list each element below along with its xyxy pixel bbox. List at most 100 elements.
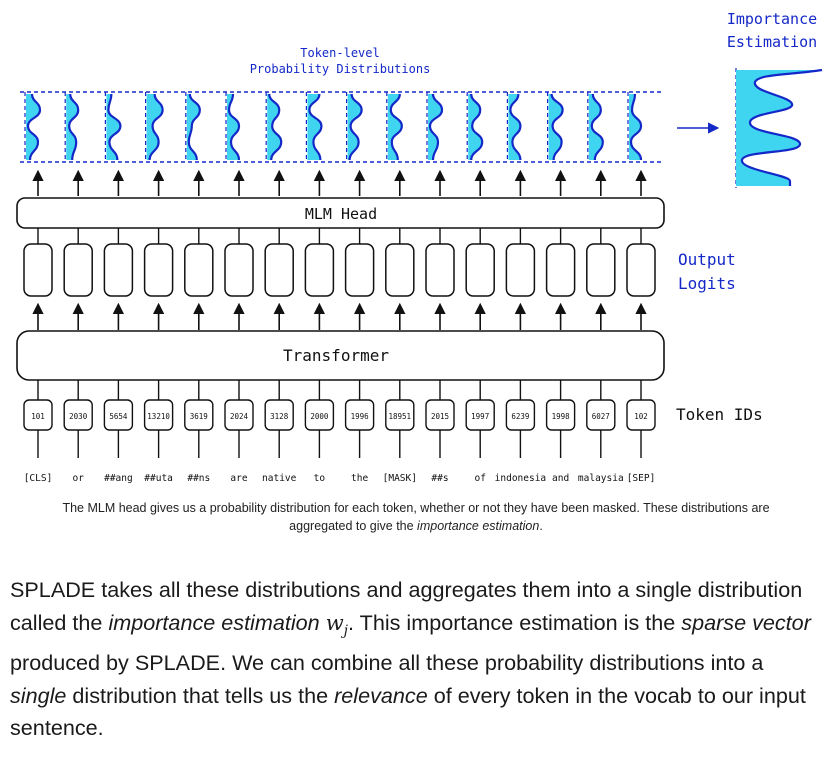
token-id-text: 2015 (431, 412, 449, 421)
token-text: and (552, 473, 569, 484)
token-text: ##ang (104, 473, 133, 484)
output-logits-group (23, 228, 656, 297)
distribution-fill (267, 94, 282, 160)
output-logits-label-line2: Logits (678, 274, 736, 293)
output-logits-label-line1: Output (678, 250, 736, 269)
para-part-2: . This importance estimation is the (348, 609, 682, 635)
token-level-title-line2: Probability Distributions (250, 62, 431, 76)
mlm-head-box (16, 197, 665, 229)
transformer-box (16, 330, 665, 381)
distribution-curve (107, 93, 122, 161)
output-logit-box (63, 243, 93, 297)
mlm-to-distribution-arrows (32, 169, 647, 196)
token-level-title-line1: Token-level (300, 46, 379, 60)
distribution-curve (509, 93, 522, 161)
token-id-text: 13210 (147, 412, 170, 421)
token-id-text: 1998 (552, 412, 571, 421)
distribution-fill (428, 94, 442, 160)
importance-distribution (735, 68, 823, 188)
distribution-fill (106, 94, 121, 160)
distribution-curve (470, 93, 484, 161)
transformer-to-logits-arrows (32, 302, 647, 330)
token-id-text: 6027 (592, 412, 610, 421)
output-logit-box (184, 243, 214, 297)
token-text: the (351, 473, 368, 484)
para-part-3: produced by SPLADE. We can combine all t… (10, 650, 764, 676)
token-text-group: [CLS] or ##ang ##uta ##ns are native to the [MASK… (24, 473, 656, 484)
distribution-group (24, 92, 643, 162)
token-id-text: 2000 (310, 412, 329, 421)
body-paragraph: SPLADE takes all these distributions and… (10, 574, 825, 745)
output-logit-box (224, 243, 254, 297)
splade-diagram: Token-level Probability Distributions Im… (16, 10, 823, 484)
token-text: are (230, 473, 247, 484)
distribution-curve (389, 93, 403, 161)
distribution-curve (68, 93, 80, 161)
distribution-curve (550, 93, 564, 161)
output-logit-box (586, 243, 616, 297)
distribution-fill (26, 94, 40, 160)
distribution-curve (428, 93, 444, 161)
token-id-text: 1996 (351, 412, 370, 421)
output-logit-box (626, 243, 656, 297)
figure-caption: The MLM head gives us a probability dist… (30, 499, 802, 535)
output-logit-box (304, 243, 335, 297)
token-text: [SEP] (627, 473, 656, 484)
distribution-fill (548, 94, 563, 160)
output-logit-box (465, 243, 495, 297)
token-text: indonesia (495, 473, 546, 484)
output-logit-box (344, 243, 375, 297)
token-id-text: 2030 (69, 412, 88, 421)
para-part-1: SPLADE takes all these distributions and… (10, 577, 803, 635)
distribution-curve (268, 93, 283, 161)
para-part-5: of every token in the vocab to our input… (10, 682, 806, 741)
token-text: to (314, 473, 326, 484)
token-id-text: 102 (634, 412, 648, 421)
para-emph-relevance: relevance (334, 682, 428, 708)
token-id-text: 3128 (270, 412, 289, 421)
distribution-curve (148, 93, 164, 161)
token-id-text: 2024 (230, 412, 249, 421)
token-id-text: 101 (31, 412, 45, 421)
token-text: ##s (431, 473, 448, 484)
token-text: ##uta (144, 473, 173, 484)
math-wj: wj (326, 611, 348, 639)
caption-end: . (539, 519, 543, 533)
distribution-curve (348, 93, 363, 161)
distribution-fill (468, 94, 483, 160)
distribution-curve (26, 93, 42, 161)
output-logit-box (143, 243, 174, 297)
distribution-fill (588, 94, 603, 160)
output-logit-box (385, 243, 415, 297)
token-id-text: 3619 (190, 412, 208, 421)
output-logit-box (545, 243, 576, 297)
importance-title-line2: Estimation (727, 33, 817, 51)
para-part-4: distribution that tells us the (66, 682, 335, 708)
token-id-text: 1997 (471, 412, 489, 421)
token-id-text: 18951 (389, 412, 412, 421)
output-logit-box (264, 243, 294, 297)
distribution-fill (186, 94, 200, 160)
token-text: ##ns (187, 473, 210, 484)
output-logit-box (23, 243, 53, 297)
distribution-curve (227, 93, 241, 161)
output-logit-box (425, 243, 455, 297)
importance-title-line1: Importance (727, 10, 817, 28)
output-logit-box (505, 243, 536, 297)
para-emph-single: single (10, 682, 67, 708)
distribution-fill (146, 94, 163, 160)
token-text: of (474, 473, 485, 484)
token-text: [MASK] (383, 473, 417, 484)
para-emph-sparse: sparse vector (681, 609, 811, 635)
para-emph-importance: importance estimation (108, 609, 320, 635)
caption-text: The MLM head gives us a probability dist… (62, 501, 770, 533)
token-id-text: 5654 (109, 412, 128, 421)
distribution-curve (308, 93, 323, 161)
mlm-head-label: MLM Head (305, 205, 377, 223)
token-id-text: 6239 (511, 412, 529, 421)
math-sub: j (343, 622, 349, 639)
token-text: native (262, 473, 297, 484)
distribution-fill (307, 94, 322, 160)
transformer-label: Transformer (283, 346, 389, 365)
token-ids-label: Token IDs (676, 405, 763, 424)
